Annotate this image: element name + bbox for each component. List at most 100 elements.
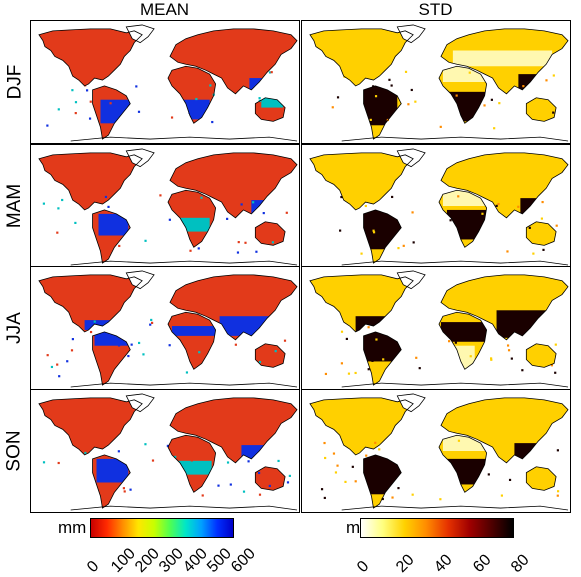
coastline-northAmerica <box>38 152 143 211</box>
grid-cell <box>234 343 237 346</box>
precip-region <box>518 74 559 94</box>
coastline-greenland <box>125 270 155 290</box>
grid-cell <box>258 97 261 100</box>
grid-cell <box>268 71 272 74</box>
coastline-eurasia <box>440 28 569 95</box>
precip-region <box>96 458 129 483</box>
grid-cell <box>130 343 133 346</box>
coastline-africa <box>167 189 217 248</box>
grid-cell <box>274 350 277 353</box>
grid-cell <box>391 496 394 499</box>
grid-cell <box>286 481 290 484</box>
coastline-eurasia <box>169 28 298 95</box>
season-label-text: DJF <box>4 64 26 99</box>
coastline-australia <box>254 221 286 246</box>
grid-cell <box>375 338 378 341</box>
coastline-greenland <box>396 24 426 44</box>
grid-cell <box>258 471 261 475</box>
grid-cell <box>149 323 152 326</box>
world-map <box>309 24 569 142</box>
grid-cell <box>476 224 480 227</box>
grid-cell <box>374 441 377 444</box>
season-label-text: MAM <box>4 183 26 228</box>
grid-cell <box>354 480 357 483</box>
grid-cell <box>262 212 265 215</box>
grid-cell <box>135 85 138 88</box>
land-australia <box>526 343 557 368</box>
grid-cell <box>50 365 54 369</box>
land-eurasia <box>169 274 298 340</box>
grid-cell <box>122 487 125 490</box>
grid-cell <box>556 494 559 497</box>
coastline-africa <box>167 434 217 493</box>
grid-cell <box>104 195 108 199</box>
coastline-antarctica <box>70 382 298 388</box>
grid-cell <box>270 71 273 74</box>
grid-cell <box>556 490 560 493</box>
coastline-eurasia <box>440 397 569 464</box>
grid-cell <box>418 367 421 370</box>
grid-cell <box>217 484 220 487</box>
coastline-eurasia <box>440 274 569 341</box>
grid-cell <box>201 494 204 497</box>
column-title-std: STD <box>418 0 453 19</box>
grid-cell <box>347 372 351 375</box>
grid-cell <box>495 204 498 207</box>
grid-cell <box>457 439 461 442</box>
grid-cell <box>159 194 162 197</box>
coastline-eurasia <box>169 397 298 464</box>
grid-cell <box>372 229 375 232</box>
land-australia <box>526 97 557 122</box>
grid-cell <box>198 351 201 354</box>
precip-region <box>520 198 561 218</box>
grid-cell <box>277 459 280 463</box>
coastline-greenland <box>396 270 426 290</box>
precip-region <box>363 454 402 495</box>
grid-cell <box>397 487 400 490</box>
grid-cell <box>402 244 405 247</box>
grid-cell <box>258 360 262 364</box>
grid-cell <box>138 341 141 345</box>
grid-cell <box>189 249 192 252</box>
land-africa <box>167 312 216 370</box>
coastline-antarctica <box>341 382 569 388</box>
grid-cell <box>390 84 393 87</box>
grid-cell <box>490 358 493 361</box>
coastline-greenland <box>396 148 426 168</box>
grid-cell <box>200 89 203 92</box>
grid-cell <box>414 100 417 103</box>
grid-cell <box>334 471 338 474</box>
grid-cell <box>404 70 408 73</box>
grid-cell <box>185 371 189 374</box>
map-panel-mean-son <box>30 389 300 513</box>
coastline-greenland <box>125 148 155 168</box>
precip-region <box>440 322 487 342</box>
grid-cell <box>174 455 177 458</box>
world-map <box>38 148 298 266</box>
grid-cell <box>278 228 281 231</box>
grid-cell <box>118 244 121 248</box>
land-eurasia <box>169 28 298 94</box>
coastline-northAmerica <box>38 397 143 456</box>
grid-cell <box>236 251 240 254</box>
grid-cell <box>56 231 59 234</box>
grid-cell <box>554 371 557 374</box>
precip-region <box>446 458 487 485</box>
grid-cell <box>168 218 171 221</box>
grid-cell <box>166 444 169 447</box>
grid-cell <box>283 339 287 342</box>
grid-cell <box>448 340 451 343</box>
precip-region <box>98 213 129 236</box>
precip-region <box>179 99 210 120</box>
grid-cell <box>340 195 343 199</box>
coastline-eurasia <box>440 152 569 219</box>
grid-cell <box>74 112 77 115</box>
grid-cell <box>123 490 126 493</box>
grid-cell <box>528 226 531 229</box>
coastline-africa <box>438 311 488 370</box>
coastline-northAmerica <box>38 28 143 87</box>
grid-cell <box>339 229 342 232</box>
grid-cell <box>506 250 509 253</box>
grid-cell <box>107 205 110 208</box>
precip-region <box>363 209 402 250</box>
